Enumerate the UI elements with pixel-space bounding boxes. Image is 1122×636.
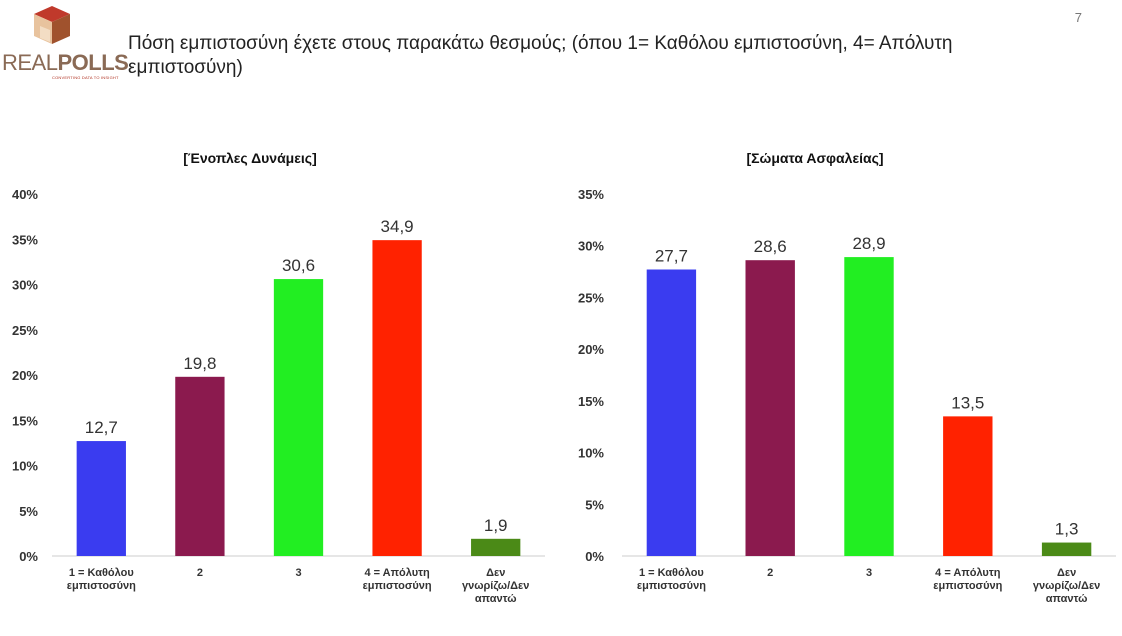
bar: [646, 269, 697, 556]
bar: [844, 257, 894, 556]
logo-cube-icon: [34, 6, 70, 44]
y-tick-label: 15%: [578, 394, 604, 409]
y-tick-label: 30%: [12, 278, 38, 293]
realpolls-logo: REALPOLLS CONVERTING DATA TO INSIGHT: [0, 4, 129, 82]
y-tick-label: 0%: [19, 549, 38, 564]
data-label: 12,7: [85, 418, 118, 437]
y-tick-label: 10%: [12, 459, 38, 474]
x-category-label: Δεν γνωρίζω/Δεν απαντώ: [462, 567, 529, 605]
data-label: 28,9: [852, 234, 885, 253]
logo-wordmark: REALPOLLS: [2, 50, 129, 75]
bar: [745, 260, 795, 556]
data-label: 19,8: [183, 354, 216, 373]
bar: [471, 538, 521, 556]
page-number: 7: [1074, 10, 1082, 25]
bar: [372, 240, 422, 556]
data-label: 34,9: [381, 217, 414, 236]
x-category-label: 2: [197, 567, 203, 579]
bar: [1041, 542, 1092, 556]
data-label: 27,7: [655, 247, 688, 266]
x-category-label: 2: [767, 567, 773, 579]
x-category-label: 3: [295, 567, 301, 579]
x-category-label: 4 = Απόλυτη εμπιστοσύνη: [933, 567, 1002, 592]
data-label: 28,6: [754, 237, 787, 256]
y-tick-label: 20%: [12, 368, 38, 383]
x-category-label: Δεν γνωρίζω/Δεν απαντώ: [1033, 567, 1100, 605]
data-label: 13,5: [951, 393, 984, 412]
data-label: 1,9: [484, 516, 508, 535]
chart-title: [Ένοπλες Δυνάμεις]: [183, 150, 316, 166]
bar: [943, 416, 993, 556]
chart-title: [Σώματα Ασφαλείας]: [746, 150, 883, 166]
y-tick-label: 35%: [12, 232, 38, 247]
logo-tagline: CONVERTING DATA TO INSIGHT: [52, 75, 119, 80]
y-tick-label: 20%: [578, 342, 604, 357]
y-tick-label: 25%: [12, 323, 38, 338]
y-tick-label: 30%: [578, 239, 604, 254]
y-tick-label: 10%: [578, 446, 604, 461]
data-label: 1,3: [1055, 520, 1079, 539]
y-tick-label: 35%: [578, 187, 604, 202]
data-label: 30,6: [282, 256, 315, 275]
y-tick-label: 40%: [12, 187, 38, 202]
x-category-label: 1 = Καθόλου εμπιστοσύνη: [67, 567, 136, 592]
y-tick-label: 5%: [585, 497, 604, 512]
bar: [76, 441, 126, 556]
bar: [175, 376, 225, 556]
x-category-label: 3: [866, 567, 872, 579]
survey-question: Πόση εμπιστοσύνη έχετε στους παρακάτω θε…: [128, 33, 953, 78]
bar: [273, 279, 324, 556]
y-tick-label: 15%: [12, 413, 38, 428]
x-category-label: 1 = Καθόλου εμπιστοσύνη: [637, 567, 706, 592]
y-tick-label: 5%: [19, 504, 38, 519]
y-tick-label: 25%: [578, 290, 604, 305]
x-category-label: 4 = Απόλυτη εμπιστοσύνη: [363, 567, 432, 592]
y-tick-label: 0%: [585, 549, 604, 564]
